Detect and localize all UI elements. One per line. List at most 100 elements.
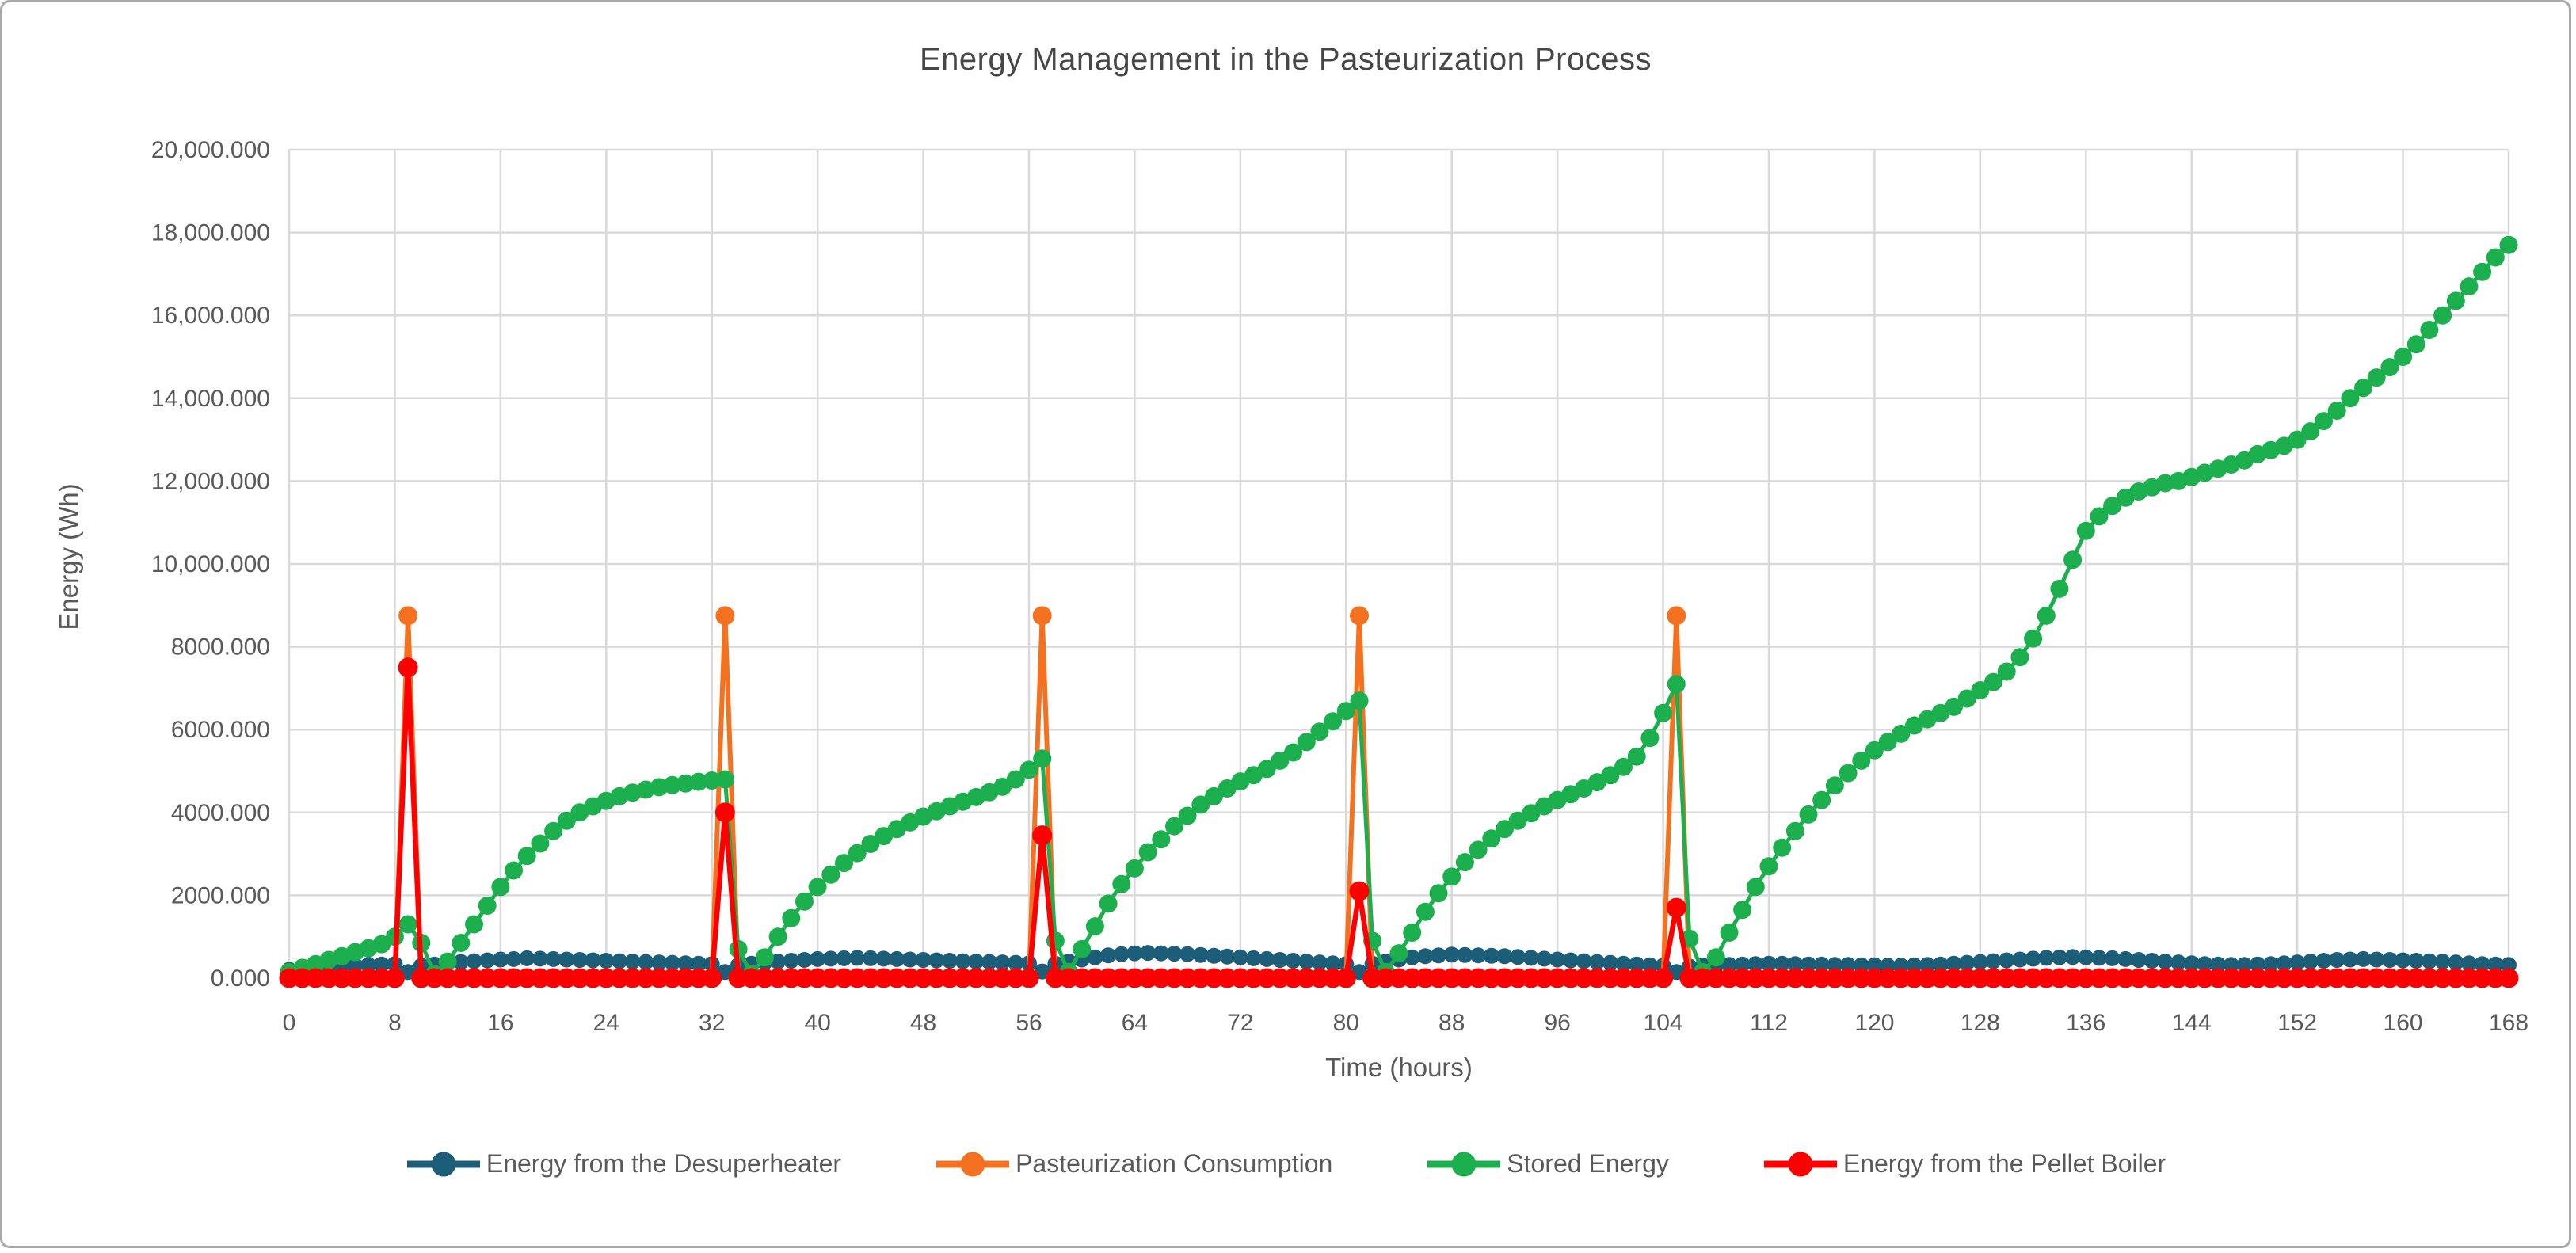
data-point <box>796 952 813 968</box>
data-point <box>1429 884 1448 903</box>
data-point <box>1629 956 1645 973</box>
data-point <box>505 861 523 880</box>
data-point <box>1285 953 1301 969</box>
data-point <box>875 950 892 967</box>
data-point <box>1455 853 1474 872</box>
data-point <box>2394 348 2413 366</box>
y-tick-labels: 0.000 2000.000 4000.000 6000.000 8000.000 10,… <box>151 137 270 992</box>
data-point <box>2210 956 2227 973</box>
data-point <box>1654 703 1673 722</box>
x-axis-title: Time (hours) <box>1325 1053 1473 1082</box>
data-point <box>398 915 417 934</box>
data-point <box>2051 949 2067 965</box>
data-point <box>1945 697 1963 716</box>
data-point <box>2406 335 2425 354</box>
data-point <box>2434 954 2451 970</box>
data-point <box>1627 747 1646 766</box>
data-point <box>2368 951 2385 968</box>
data-point <box>2050 579 2069 598</box>
data-point <box>2104 950 2121 966</box>
data-point <box>531 834 550 853</box>
data-point <box>519 950 535 966</box>
data-point <box>689 772 708 791</box>
data-point <box>384 968 405 988</box>
data-point <box>714 802 735 823</box>
legend-item-pellet-boiler: Energy from the Pellet Boiler <box>1762 1149 2166 1179</box>
x-tick-label: 48 <box>910 1010 936 1036</box>
data-point <box>968 954 985 970</box>
gridlines <box>288 148 2510 980</box>
data-point <box>1813 956 1830 973</box>
data-point <box>1153 945 1169 962</box>
data-point <box>452 954 469 970</box>
data-point <box>1126 945 1143 962</box>
data-point <box>2460 277 2479 296</box>
data-point <box>1085 917 1104 936</box>
data-point <box>545 950 562 967</box>
data-point <box>466 953 482 969</box>
y-tick-label: 8000.000 <box>171 634 270 661</box>
y-tick-label: 4000.000 <box>171 800 270 826</box>
data-point <box>1324 712 1343 731</box>
legend-item-consumption: Pasteurization Consumption <box>935 1149 1332 1179</box>
data-point <box>2342 951 2358 968</box>
data-point <box>835 854 853 873</box>
data-point <box>1825 776 1844 795</box>
data-point <box>2183 955 2200 972</box>
data-point <box>2170 954 2186 971</box>
y-tick-label: 16,000.000 <box>151 303 270 329</box>
data-point <box>715 770 734 789</box>
data-point <box>492 951 509 968</box>
data-point <box>822 950 839 967</box>
data-point <box>2501 957 2517 973</box>
data-point <box>478 897 497 915</box>
data-point <box>1706 948 1725 967</box>
legend-label: Energy from the Desuperheater <box>486 1149 842 1178</box>
data-point <box>2433 306 2452 325</box>
legend-item-desuperheater: Energy from the Desuperheater <box>406 1149 841 1179</box>
data-point <box>2461 955 2477 972</box>
legend-item-stored: Stored Energy <box>1426 1149 1669 1179</box>
data-point <box>1310 722 1329 741</box>
y-tick-label: 20,000.000 <box>151 137 270 163</box>
data-point <box>2289 954 2306 971</box>
x-tick-label: 88 <box>1439 1010 1465 1036</box>
data-point <box>438 952 457 971</box>
data-point <box>1774 955 1790 972</box>
data-point <box>861 835 880 853</box>
data-point <box>1232 949 1248 965</box>
data-point <box>1403 924 1422 942</box>
data-point <box>1457 946 1473 963</box>
data-point <box>1178 806 1197 825</box>
data-point <box>1297 733 1316 752</box>
x-tick-label: 24 <box>593 1010 619 1036</box>
y-tick-label: 14,000.000 <box>151 386 270 412</box>
chart-legend: Energy from the Desuperheater Pasteurizat… <box>2 1149 2569 1179</box>
x-tick-label: 40 <box>804 1010 830 1036</box>
x-tick-label: 144 <box>2172 1010 2212 1036</box>
data-point <box>2078 949 2094 965</box>
legend-marker-consumption <box>936 1152 1010 1176</box>
data-point <box>1404 949 1420 965</box>
data-point <box>2420 321 2439 339</box>
data-point <box>2223 957 2239 973</box>
data-point <box>821 865 840 884</box>
x-tick-label: 168 <box>2489 1010 2528 1036</box>
data-point <box>1324 955 1341 972</box>
x-tick-label: 112 <box>1750 1010 1788 1036</box>
data-point <box>2446 291 2465 310</box>
data-point <box>862 950 878 966</box>
data-point <box>1602 954 1618 971</box>
data-point <box>849 950 866 966</box>
data-point <box>1073 939 1092 958</box>
data-point <box>770 954 787 970</box>
data-point <box>1812 790 1831 809</box>
data-point <box>2090 507 2109 526</box>
data-point <box>836 950 852 966</box>
legend-label: Stored Energy <box>1507 1149 1669 1178</box>
series-stored <box>280 235 2518 984</box>
data-point <box>1191 795 1210 814</box>
data-point <box>1495 820 1514 839</box>
data-point <box>2064 949 2081 965</box>
